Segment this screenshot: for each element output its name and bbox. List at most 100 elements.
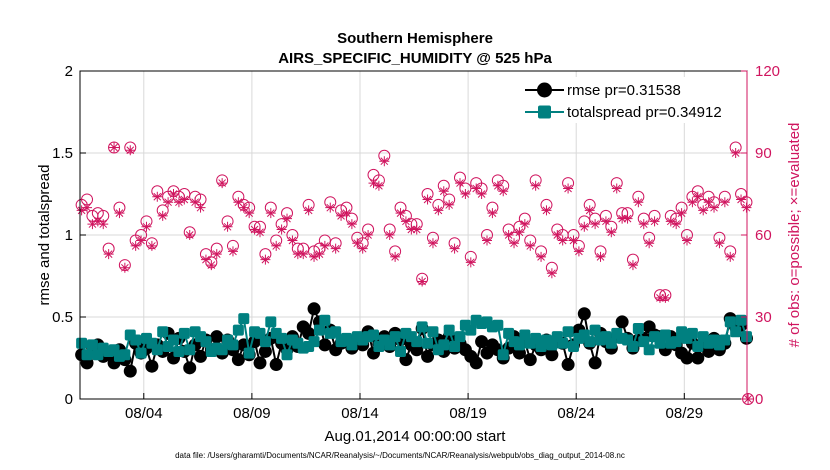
evaluated-point (498, 186, 509, 197)
rmse-point (183, 361, 197, 375)
evaluated-point (363, 230, 374, 240)
totalspread-point (319, 314, 331, 326)
rmse-point (307, 302, 321, 316)
totalspread-point (178, 327, 190, 339)
evaluated-point (341, 208, 352, 219)
legend-rmse-marker (537, 82, 552, 98)
evaluated-point (163, 197, 174, 208)
evaluated-point (719, 197, 730, 208)
totalspread-point (443, 324, 455, 336)
evaluated-point (260, 254, 271, 265)
totalspread-point (232, 324, 244, 336)
totalspread-point (276, 332, 288, 344)
evaluated-point (211, 249, 222, 260)
evaluated-point (698, 205, 709, 216)
y-tick-label: 1 (65, 227, 73, 244)
evaluated-point (368, 178, 379, 189)
totalspread-point (76, 337, 88, 349)
evaluated-point (444, 199, 455, 210)
evaluated-point (454, 178, 465, 189)
totalspread-point (454, 331, 466, 343)
evaluated-point (649, 216, 660, 227)
evaluated-point (541, 205, 552, 216)
totalspread-point (557, 337, 569, 349)
evaluated-point (98, 219, 109, 230)
y2-tick-label: 90 (755, 145, 772, 162)
evaluated-point (136, 235, 147, 246)
evaluated-point (671, 219, 682, 230)
totalspread-point (449, 341, 461, 353)
y-tick-label: 0 (65, 391, 73, 408)
evaluated-point (568, 235, 579, 246)
evaluated-point (743, 394, 754, 404)
evaluated-point (422, 194, 433, 205)
evaluated-point (303, 205, 314, 216)
evaluated-point (395, 208, 406, 219)
totalspread-point (730, 326, 742, 338)
evaluated-point (357, 243, 368, 254)
y2-tick-label: 30 (755, 309, 772, 326)
evaluated-point (292, 249, 303, 260)
evaluated-point (330, 243, 341, 254)
evaluated-point (509, 238, 520, 249)
evaluated-point (622, 213, 633, 224)
evaluated-point (584, 205, 595, 216)
totalspread-point (589, 324, 601, 336)
evaluated-point (109, 142, 120, 153)
evaluated-point (103, 249, 114, 260)
evaluated-point (611, 183, 622, 194)
evaluated-point (379, 156, 390, 167)
evaluated-point (449, 243, 460, 254)
evaluated-point (390, 251, 401, 262)
totalspread-point (389, 331, 401, 343)
evaluated-point (433, 205, 444, 216)
obs-count-series (75, 141, 755, 405)
totalspread-point (200, 336, 212, 348)
evaluated-point (741, 202, 752, 213)
y-tick-label: 1.5 (52, 145, 73, 162)
y2-tick-label: 120 (755, 63, 780, 80)
evaluated-point (438, 186, 449, 197)
evaluated-point (271, 240, 282, 251)
legend-box (522, 77, 743, 123)
legend-totalspread-label: totalspread pr=0.34912 (567, 104, 722, 121)
evaluated-point (87, 219, 98, 230)
rmse-point (253, 356, 267, 370)
totalspread-point (584, 336, 596, 348)
evaluated-point (82, 202, 93, 213)
totalspread-point (422, 337, 434, 349)
evaluated-point (503, 230, 514, 240)
totalspread-point (173, 345, 185, 357)
evaluated-point (514, 227, 525, 238)
totalspread-point (686, 327, 698, 339)
evaluated-point (254, 227, 265, 238)
evaluated-point (633, 197, 644, 208)
totalspread-point (562, 326, 574, 338)
evaluated-point (557, 235, 568, 246)
totalspread-point (632, 322, 644, 334)
rmse-point (194, 349, 208, 363)
x-axis-label: Aug.01,2014 00:00:00 start (325, 428, 507, 445)
data-file-footnote: data file: /Users/gharamti/Documents/NCA… (175, 451, 625, 460)
totalspread-point (692, 341, 704, 353)
evaluated-point (114, 208, 125, 219)
evaluated-point (76, 205, 87, 216)
evaluated-point (427, 238, 438, 249)
totalspread-point (740, 331, 752, 343)
y2-tick-label: 0 (755, 391, 763, 408)
totalspread-point (719, 334, 731, 346)
evaluated-point (536, 251, 547, 262)
totalspread-point (227, 339, 239, 351)
totalspread-point (513, 339, 525, 351)
totalspread-point (605, 337, 617, 349)
evaluated-point (476, 189, 487, 199)
evaluated-point (579, 221, 590, 232)
totalspread-point (265, 316, 277, 328)
evaluated-point (130, 240, 141, 251)
chart-title: Southern Hemisphere (337, 30, 493, 47)
evaluated-point (195, 202, 206, 213)
rmse-point (577, 307, 591, 321)
evaluated-point (617, 213, 628, 224)
evaluated-point (530, 180, 541, 191)
